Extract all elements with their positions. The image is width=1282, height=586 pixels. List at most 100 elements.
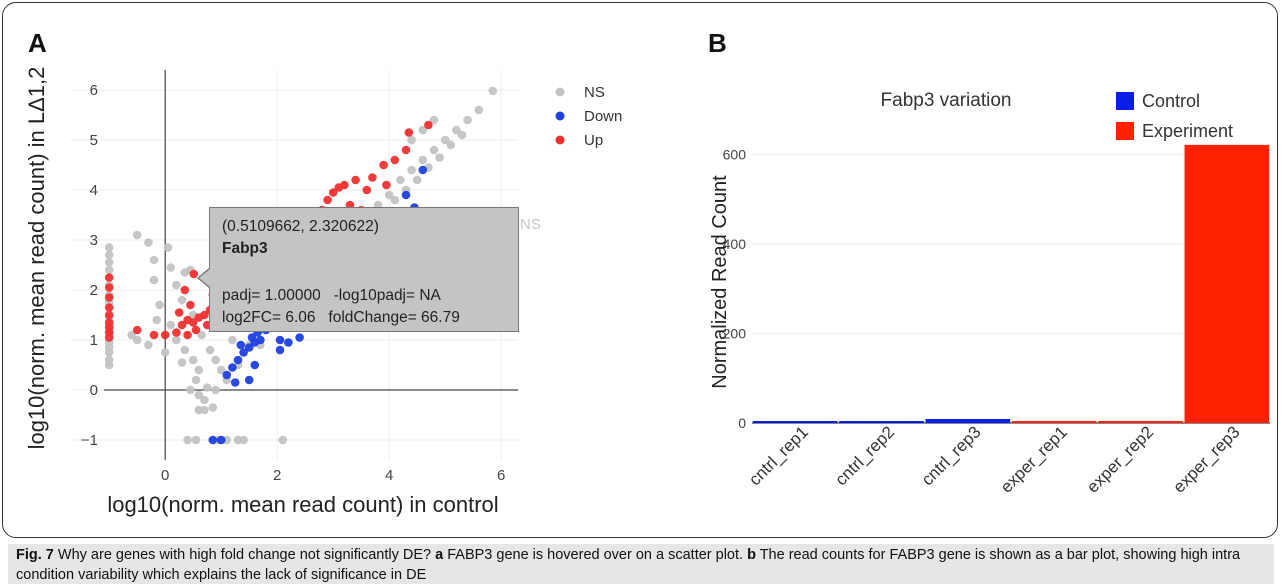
scatter-point-ns[interactable]	[216, 365, 226, 375]
bar-legend-item-experiment[interactable]: Experiment	[1116, 121, 1233, 141]
scatter-point-up[interactable]	[424, 120, 433, 130]
scatter-point-ns[interactable]	[160, 348, 170, 357]
scatter-point-ns[interactable]	[166, 263, 176, 272]
scatter-point-ns[interactable]	[429, 145, 439, 155]
scatter-point-ns[interactable]	[183, 435, 192, 445]
scatter-point-ns[interactable]	[208, 403, 218, 412]
scatter-point-up[interactable]	[188, 318, 198, 327]
scatter-point-up[interactable]	[104, 273, 114, 282]
scatter-point-ns[interactable]	[384, 190, 394, 200]
scatter-point-up[interactable]	[183, 330, 192, 340]
scatter-point-down[interactable]	[275, 335, 285, 345]
scatter-point-up[interactable]	[186, 300, 195, 310]
bar-series[interactable]	[752, 144, 1270, 423]
bar-chart[interactable]: Fabp3 variation Normalized Read Count 0 2…	[640, 0, 1280, 540]
scatter-point-up[interactable]	[390, 155, 400, 165]
scatter-point-down[interactable]	[244, 343, 254, 352]
scatter-point-up[interactable]	[104, 333, 114, 342]
scatter-point-up[interactable]	[382, 180, 391, 190]
scatter-point-ns[interactable]	[188, 355, 198, 365]
scatter-point-up[interactable]	[379, 160, 388, 170]
scatter-point-ns[interactable]	[191, 435, 201, 445]
bar-exper_rep2[interactable]	[1098, 421, 1183, 423]
scatter-point-down[interactable]	[239, 348, 248, 357]
bar-legend-item-control[interactable]: Control	[1116, 91, 1200, 111]
scatter-legend-item-down[interactable]: Down	[555, 108, 623, 125]
scatter-point-up[interactable]	[104, 293, 114, 302]
scatter-point-up[interactable]	[351, 175, 360, 185]
scatter-point-ns[interactable]	[104, 360, 114, 370]
scatter-point-down[interactable]	[244, 375, 254, 385]
scatter-legend-item-ns[interactable]: NS	[555, 84, 605, 101]
bar-exper_rep3[interactable]	[1184, 144, 1270, 423]
scatter-point-ns[interactable]	[144, 340, 153, 350]
scatter-point-ns[interactable]	[155, 300, 164, 310]
scatter-point-down[interactable]	[228, 363, 237, 372]
scatter-point-ns[interactable]	[194, 390, 204, 400]
scatter-point-ns[interactable]	[104, 348, 114, 357]
scatter-point-ns[interactable]	[278, 435, 288, 445]
scatter-legend[interactable]: NS Down Up	[555, 84, 623, 149]
scatter-point-up[interactable]	[328, 188, 338, 197]
scatter-legend-item-up[interactable]: Up	[555, 132, 604, 149]
scatter-point-ns[interactable]	[412, 175, 422, 185]
scatter-point-down[interactable]	[284, 338, 293, 347]
bar-cntrl_rep1[interactable]	[752, 421, 838, 423]
scatter-point-ns[interactable]	[197, 330, 206, 340]
scatter-point-ns[interactable]	[211, 385, 220, 395]
scatter-point-up[interactable]	[174, 308, 184, 317]
scatter-point-up[interactable]	[189, 269, 199, 279]
scatter-point-up[interactable]	[323, 195, 332, 205]
scatter-point-ns[interactable]	[452, 125, 461, 135]
scatter-point-ns[interactable]	[239, 435, 248, 445]
scatter-point-ns[interactable]	[172, 280, 181, 290]
scatter-point-down[interactable]	[233, 355, 243, 365]
scatter-point-ns[interactable]	[418, 155, 428, 165]
scatter-point-down[interactable]	[247, 333, 257, 342]
scatter-point-ns[interactable]	[440, 135, 450, 145]
scatter-point-ns[interactable]	[149, 255, 159, 265]
scatter-point-up[interactable]	[177, 320, 187, 330]
scatter-point-ns[interactable]	[104, 250, 114, 260]
scatter-point-ns[interactable]	[407, 165, 416, 175]
scatter-point-up[interactable]	[149, 330, 159, 340]
scatter-point-ns[interactable]	[446, 140, 456, 150]
scatter-point-ns[interactable]	[418, 125, 428, 135]
scatter-point-ns[interactable]	[172, 335, 181, 345]
scatter-point-up[interactable]	[200, 310, 209, 320]
scatter-point-ns[interactable]	[104, 243, 114, 252]
scatter-point-ns[interactable]	[205, 345, 215, 355]
scatter-point-up[interactable]	[340, 180, 349, 190]
scatter-point-up[interactable]	[104, 303, 114, 312]
scatter-point-down[interactable]	[401, 190, 411, 200]
scatter-point-down[interactable]	[295, 333, 304, 342]
scatter-point-down[interactable]	[222, 370, 232, 380]
scatter-point-ns[interactable]	[228, 335, 237, 345]
scatter-point-ns[interactable]	[211, 355, 220, 365]
scatter-point-ns[interactable]	[429, 115, 439, 125]
scatter-point-ns[interactable]	[200, 405, 209, 415]
scatter-point-down[interactable]	[230, 378, 240, 387]
scatter-point-ns[interactable]	[144, 238, 153, 247]
scatter-point-ns[interactable]	[435, 153, 444, 162]
scatter-point-ns[interactable]	[474, 105, 484, 115]
scatter-point-ns[interactable]	[407, 135, 416, 145]
scatter-point-ns[interactable]	[191, 375, 201, 385]
scatter-point-up[interactable]	[368, 173, 377, 182]
scatter-point-down[interactable]	[418, 165, 428, 175]
scatter-point-up[interactable]	[132, 325, 142, 335]
scatter-point-up[interactable]	[104, 283, 114, 292]
scatter-point-ns[interactable]	[202, 383, 212, 392]
scatter-point-ns[interactable]	[104, 265, 114, 275]
scatter-point-ns[interactable]	[463, 115, 472, 125]
scatter-point-ns[interactable]	[488, 86, 498, 96]
scatter-point-ns[interactable]	[396, 175, 405, 185]
scatter-point-up[interactable]	[362, 185, 372, 195]
scatter-point-up[interactable]	[172, 328, 181, 337]
scatter-point-down[interactable]	[275, 345, 285, 355]
scatter-point-ns[interactable]	[104, 258, 114, 267]
scatter-point-ns[interactable]	[390, 195, 400, 205]
scatter-point-up[interactable]	[404, 128, 414, 137]
scatter-point-ns[interactable]	[177, 358, 187, 367]
scatter-point-ns[interactable]	[186, 385, 195, 395]
